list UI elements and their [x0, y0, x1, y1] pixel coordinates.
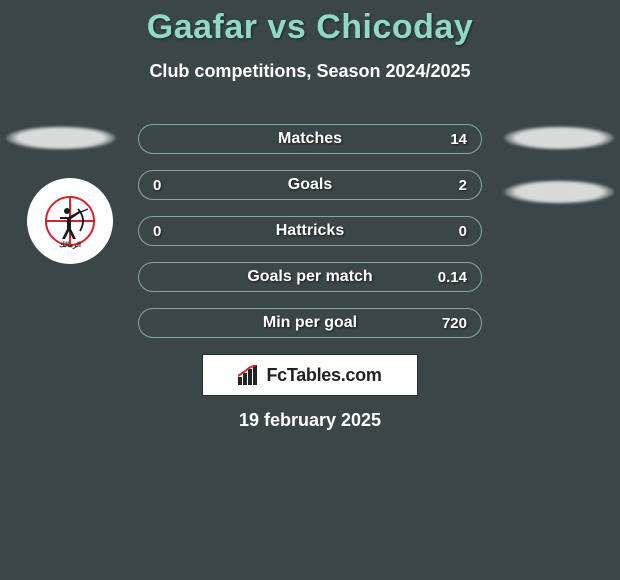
stat-right-value: 720 [437, 315, 467, 332]
stat-label: Matches [139, 130, 481, 148]
stat-right-value: 2 [437, 177, 467, 194]
player-shadow-right-2 [504, 180, 614, 204]
page-title: Gaafar vs Chicoday [0, 0, 620, 47]
stat-label: Goals [139, 176, 481, 194]
player-shadow-right-1 [504, 126, 614, 150]
stat-left-value: 0 [153, 177, 183, 194]
brand-banner[interactable]: FcTables.com [202, 354, 418, 396]
player-shadow-left [6, 126, 116, 150]
footer-date: 19 february 2025 [0, 410, 620, 431]
stats-table: Matches 14 0 Goals 2 0 Hattricks 0 Goals… [138, 124, 482, 354]
bar-chart-icon [238, 365, 260, 385]
svg-text:الزمالك: الزمالك [59, 241, 81, 249]
stat-row-matches: Matches 14 [138, 124, 482, 154]
brand-text: FcTables.com [266, 365, 381, 386]
stat-row-min-per-goal: Min per goal 720 [138, 308, 482, 338]
page-subtitle: Club competitions, Season 2024/2025 [0, 61, 620, 82]
archer-icon: الزمالك [40, 191, 100, 251]
stat-label: Goals per match [139, 268, 481, 286]
stat-right-value: 14 [437, 131, 467, 148]
club-badge: الزمالك [27, 178, 113, 264]
stat-row-hattricks: 0 Hattricks 0 [138, 216, 482, 246]
stat-row-goals-per-match: Goals per match 0.14 [138, 262, 482, 292]
stat-right-value: 0.14 [437, 269, 467, 286]
stat-row-goals: 0 Goals 2 [138, 170, 482, 200]
stat-label: Min per goal [139, 314, 481, 332]
stat-right-value: 0 [437, 223, 467, 240]
stat-left-value: 0 [153, 223, 183, 240]
stat-label: Hattricks [139, 222, 481, 240]
